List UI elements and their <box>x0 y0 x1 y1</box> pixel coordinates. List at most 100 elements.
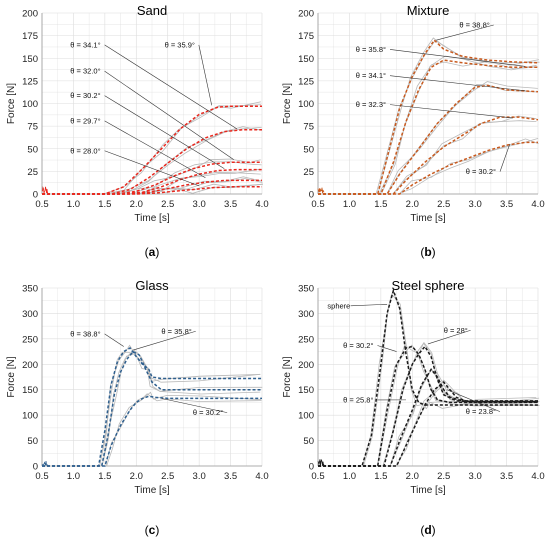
raw-trace <box>318 369 540 467</box>
start-noise-trace <box>317 187 325 194</box>
series-annotation: θ = 38.8° <box>70 329 100 338</box>
series-annotation: θ = 32.3° <box>356 100 386 109</box>
series-annotation: θ = 30.2° <box>466 167 496 176</box>
panel-caption: (b) <box>420 245 435 259</box>
series-annotation: θ = 25.8° <box>343 395 373 404</box>
x-tick-label: 0.5 <box>35 471 48 482</box>
series-annotation: θ = 30.2° <box>70 91 100 100</box>
x-tick-label: 2.5 <box>161 471 174 482</box>
series-annotation: θ = 34.1° <box>356 71 386 80</box>
y-tick-label: 75 <box>27 122 38 133</box>
chart-title: Glass <box>135 278 169 293</box>
y-tick-label: 100 <box>22 99 38 110</box>
y-tick-label: 150 <box>298 54 314 65</box>
series-line <box>318 287 538 467</box>
annotation-leader-line <box>389 49 526 67</box>
y-tick-label: 50 <box>303 436 314 447</box>
y-tick-label: 75 <box>303 122 314 133</box>
series-annotation: θ = 35.9° <box>165 40 195 49</box>
raw-trace <box>42 176 263 195</box>
y-tick-label: 250 <box>22 334 38 345</box>
chart-title: Sand <box>137 3 167 18</box>
x-tick-label: 2.0 <box>406 471 419 482</box>
annotation-leader-line <box>350 303 388 307</box>
series-annotation: θ = 35.8° <box>356 45 386 54</box>
y-tick-label: 200 <box>22 360 38 371</box>
x-tick-label: 2.0 <box>406 199 419 210</box>
panel-c: 0.5 1.0 1.5 2.0 2.5 3.0 3.5 4.0 0 50 100 150 200 250 3… <box>6 278 269 537</box>
x-tick-label: 1.0 <box>67 471 80 482</box>
panel-caption: (a) <box>145 245 160 259</box>
panel-caption: (d) <box>420 523 435 537</box>
x-tick-label: 4.0 <box>255 199 268 210</box>
raw-trace <box>42 171 261 195</box>
annotation-leader-line <box>499 144 510 172</box>
x-tick-label: 0.5 <box>311 199 324 210</box>
series-line <box>42 128 262 195</box>
series-line <box>318 345 538 467</box>
series-line <box>42 105 262 195</box>
x-axis-label: Time [s] <box>134 213 169 224</box>
x-tick-label: 2.5 <box>437 199 450 210</box>
y-tick-label: 175 <box>298 31 314 42</box>
y-tick-label: 175 <box>22 31 38 42</box>
chart-title: Steel sphere <box>392 278 465 293</box>
chart-title: Mixture <box>407 3 450 18</box>
x-axis-label: Time [s] <box>134 485 169 496</box>
y-axis-label: Force [N] <box>6 83 17 124</box>
panel-a: 0.5 1.0 1.5 2.0 2.5 3.0 3.5 4.0 0 25 50 75 100 125 150… <box>6 3 269 259</box>
y-tick-label: 200 <box>298 360 314 371</box>
x-tick-label: 0.5 <box>35 199 48 210</box>
annotation-leader-line <box>104 333 124 347</box>
x-tick-label: 4.0 <box>531 471 544 482</box>
x-tick-label: 2.0 <box>130 471 143 482</box>
y-tick-label: 100 <box>298 411 314 422</box>
x-tick-label: 0.5 <box>311 471 324 482</box>
raw-trace <box>318 293 540 467</box>
x-tick-label: 3.5 <box>224 199 237 210</box>
y-axis-label: Force [N] <box>282 356 293 397</box>
series-line <box>318 116 539 195</box>
series-line <box>318 381 538 467</box>
series-annotation: θ = 23.8° <box>466 407 496 416</box>
y-tick-label: 150 <box>298 385 314 396</box>
series-line <box>318 368 538 467</box>
y-tick-label: 100 <box>22 411 38 422</box>
x-tick-label: 3.0 <box>469 471 482 482</box>
series-line <box>318 59 538 195</box>
y-tick-label: 50 <box>303 144 314 155</box>
annotation-leader-line <box>436 24 494 41</box>
y-tick-label: 150 <box>22 385 38 396</box>
x-axis-label: Time [s] <box>410 213 445 224</box>
panel-b: 0.5 1.0 1.5 2.0 2.5 3.0 3.5 4.0 0 25 50 75 100 125 150… <box>282 3 545 259</box>
series-line <box>318 345 538 467</box>
y-tick-label: 300 <box>22 309 38 320</box>
series-annotation: θ = 30.2° <box>193 408 223 417</box>
annotation-leader-line <box>104 70 234 160</box>
annotation-leader-line <box>104 150 200 187</box>
y-tick-label: 200 <box>298 9 314 20</box>
series-annotation: θ = 34.1° <box>70 40 100 49</box>
x-tick-label: 2.5 <box>437 471 450 482</box>
y-tick-label: 0 <box>309 462 314 473</box>
y-tick-label: 0 <box>309 190 314 201</box>
annotation-leader-line <box>389 75 526 92</box>
y-axis-label: Force [N] <box>282 83 293 124</box>
y-tick-label: 100 <box>298 99 314 110</box>
series-annotation: θ = 30.2° <box>343 341 373 350</box>
x-tick-label: 1.5 <box>374 471 387 482</box>
raw-trace <box>42 344 261 467</box>
x-tick-label: 3.0 <box>469 199 482 210</box>
series-line <box>42 179 262 195</box>
y-tick-label: 50 <box>27 144 38 155</box>
y-tick-label: 0 <box>33 462 38 473</box>
y-tick-label: 0 <box>33 190 38 201</box>
raw-trace <box>318 368 538 467</box>
annotation-leader-line <box>198 44 213 106</box>
raw-trace <box>318 83 537 195</box>
annotation-leader-line <box>161 398 228 413</box>
raw-trace <box>318 60 538 195</box>
annotation-leader-line <box>427 329 471 345</box>
raw-trace <box>42 158 261 195</box>
x-tick-label: 3.5 <box>500 471 513 482</box>
